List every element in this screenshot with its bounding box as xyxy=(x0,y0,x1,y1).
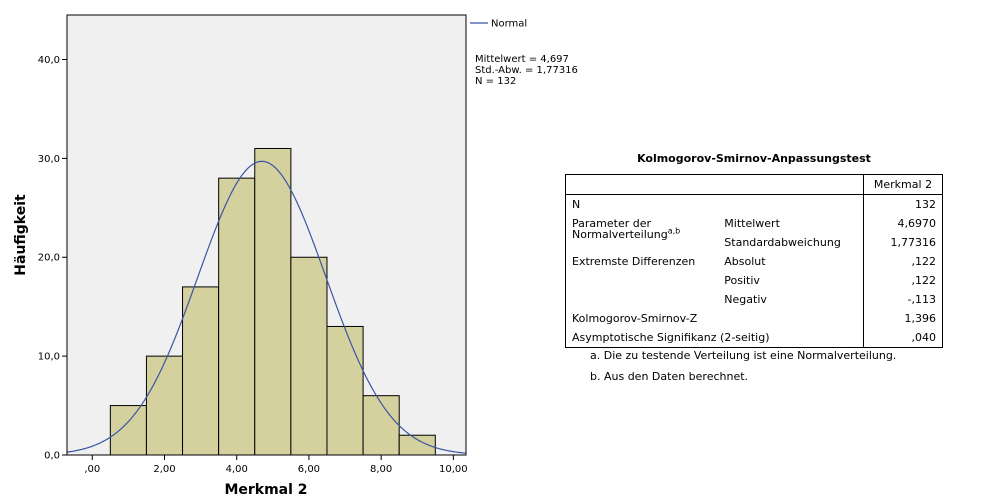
row-value: 1,396 xyxy=(863,309,943,328)
row-value: ,122 xyxy=(863,271,943,290)
histogram-bar xyxy=(290,256,328,456)
row-sublabel: Negativ xyxy=(724,293,767,306)
row-value: 1,77316 xyxy=(863,233,943,252)
stats-n: N = 132 xyxy=(475,76,516,87)
row-sublabel: Positiv xyxy=(724,274,760,287)
row-sublabel: Standardabweichung xyxy=(724,236,841,249)
row-label: Parameter der Normalverteilunga,b xyxy=(566,214,719,252)
table-row: Negativ -,113 xyxy=(566,290,943,309)
footnote-b: b. Aus den Daten berechnet. xyxy=(590,370,749,383)
row-value: -,113 xyxy=(863,290,943,309)
row-label xyxy=(566,290,719,309)
table-row: Kolmogorov-Smirnov-Z 1,396 xyxy=(566,309,943,328)
row-value: ,122 xyxy=(863,252,943,271)
row-value: 132 xyxy=(863,194,943,214)
row-sublabel: Absolut xyxy=(724,255,766,268)
histogram-bar xyxy=(145,355,184,456)
x-tick-label: ,00 xyxy=(84,464,100,475)
y-tick-label: 0,0 xyxy=(44,451,60,462)
y-tick-label: 40,0 xyxy=(38,55,60,66)
x-tick-label: 6,00 xyxy=(298,464,320,475)
ks-table-title: Kolmogorov-Smirnov-Anpassungstest xyxy=(637,152,871,165)
table-row: Extremste Differenzen Absolut ,122 xyxy=(566,252,943,271)
x-tick-label: 10,00 xyxy=(439,464,468,475)
table-row: N 132 xyxy=(566,194,943,214)
table-row: Parameter der Normalverteilunga,b Mittel… xyxy=(566,214,943,240)
histogram-bar xyxy=(218,177,256,456)
table-row: Standardabweichung 1,77316 xyxy=(566,233,943,252)
histogram-bar xyxy=(326,325,364,456)
row-label-line2: Normalverteilung xyxy=(572,228,668,241)
normal-curve-line xyxy=(66,160,467,454)
footnote-ref: a,b xyxy=(667,226,681,236)
footnote-a: a. Die zu testende Verteilung ist eine N… xyxy=(590,349,897,362)
x-tick-label: 4,00 xyxy=(226,464,248,475)
table-row: Asymptotische Signifikanz (2-seitig) ,04… xyxy=(566,328,943,348)
row-value: ,040 xyxy=(863,328,943,348)
row-sublabel: Mittelwert xyxy=(724,217,780,230)
x-tick-label: 2,00 xyxy=(153,464,175,475)
column-header: Merkmal 2 xyxy=(863,174,943,195)
legend-label-normal: Normal xyxy=(491,19,527,30)
x-axis-title: Merkmal 2 xyxy=(224,482,307,498)
stats-mean: Mittelwert = 4,697 xyxy=(475,54,569,65)
x-tick-label: 8,00 xyxy=(370,464,392,475)
y-tick-label: 10,0 xyxy=(38,352,60,363)
ks-test-table: Merkmal 2 N 132 Parameter der Normalvert… xyxy=(565,174,943,348)
stats-sd: Std.-Abw. = 1,77316 xyxy=(475,65,578,76)
histogram-bar xyxy=(182,286,220,456)
row-label xyxy=(566,271,719,290)
row-value: 4,6970 xyxy=(863,214,943,233)
row-label: Asymptotische Signifikanz (2-seitig) xyxy=(572,331,770,344)
header-blank-cell xyxy=(565,174,864,195)
histogram-bar xyxy=(109,405,147,456)
histogram-bar xyxy=(362,395,400,456)
y-axis-title: Häufigkeit xyxy=(13,194,29,276)
y-tick-label: 20,0 xyxy=(38,253,60,264)
table-header-row: Merkmal 2 xyxy=(565,174,943,195)
histogram-bar xyxy=(254,147,292,456)
y-tick-label: 30,0 xyxy=(38,154,60,165)
row-label: Extremste Differenzen xyxy=(572,255,696,268)
table-row: Positiv ,122 xyxy=(566,271,943,290)
row-label: N xyxy=(572,198,581,211)
row-label-line1: Parameter der xyxy=(572,217,651,230)
row-label: Kolmogorov-Smirnov-Z xyxy=(572,312,698,325)
